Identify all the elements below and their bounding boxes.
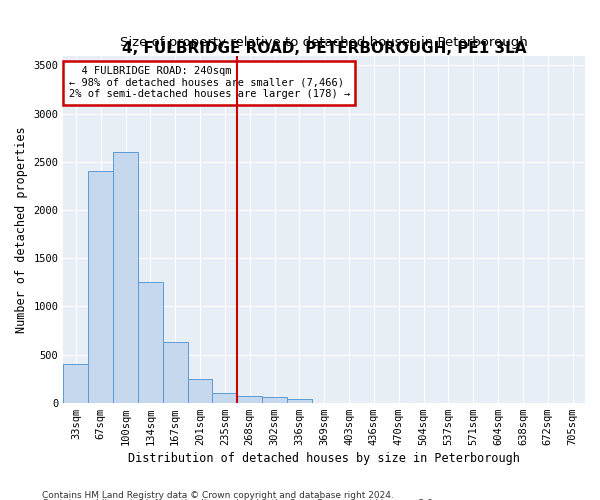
Text: 4 FULBRIDGE ROAD: 240sqm
← 98% of detached houses are smaller (7,466)
2% of semi: 4 FULBRIDGE ROAD: 240sqm ← 98% of detach…	[68, 66, 350, 100]
Bar	[262, 398, 287, 402]
Bar	[113, 152, 138, 403]
Bar	[188, 378, 212, 402]
Bar	[138, 282, 163, 403]
Bar	[64, 364, 88, 403]
Text: Contains HM Land Registry data © Crown copyright and database right 2024.: Contains HM Land Registry data © Crown c…	[42, 490, 394, 500]
Y-axis label: Number of detached properties: Number of detached properties	[15, 126, 28, 332]
Bar	[163, 342, 188, 402]
Text: Contains public sector information licensed under the Open Government Licence v3: Contains public sector information licen…	[42, 499, 436, 500]
Title: 4, FULBRIDGE ROAD, PETERBOROUGH, PE1 3LA: 4, FULBRIDGE ROAD, PETERBOROUGH, PE1 3LA	[122, 40, 526, 56]
Bar	[88, 172, 113, 402]
X-axis label: Distribution of detached houses by size in Peterborough: Distribution of detached houses by size …	[128, 452, 520, 465]
Bar	[287, 399, 312, 402]
Text: Size of property relative to detached houses in Peterborough: Size of property relative to detached ho…	[121, 36, 528, 49]
Bar	[212, 393, 237, 402]
Bar	[237, 396, 262, 402]
